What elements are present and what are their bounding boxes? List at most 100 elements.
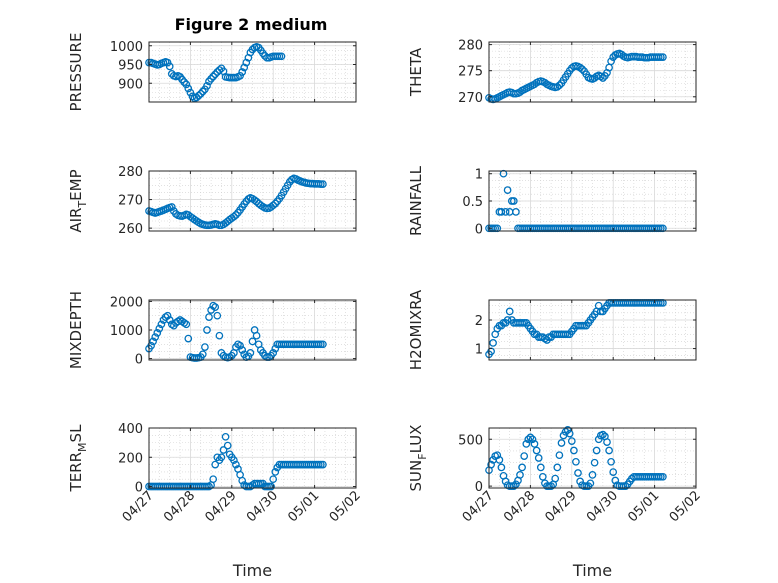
- y-tick-label: 280: [118, 165, 143, 180]
- data-point: [209, 301, 218, 310]
- data-point: [271, 468, 280, 476]
- data-point: [198, 350, 207, 359]
- data-point: [578, 65, 586, 73]
- data-point: [201, 343, 209, 351]
- data-point: [223, 441, 232, 450]
- data-point: [570, 446, 578, 455]
- data-point: [497, 208, 506, 216]
- data-point: [232, 211, 240, 219]
- data-point: [489, 339, 497, 347]
- y-axis-label-tail: LUX: [407, 425, 425, 454]
- data-point: [209, 475, 218, 484]
- y-axis-label-main: H2OMIXRA: [407, 289, 425, 370]
- x-tick-label: 05/01: [625, 488, 662, 525]
- data-point: [501, 477, 510, 486]
- data-point: [319, 460, 327, 469]
- data-point: [219, 446, 228, 454]
- data-point: [182, 80, 191, 89]
- data-point: [248, 337, 257, 346]
- data-point: [518, 463, 526, 472]
- data-point: [157, 320, 166, 329]
- x-tick-label: 05/02: [327, 488, 364, 525]
- data-point: [198, 87, 207, 96]
- data-point: [561, 427, 570, 436]
- data-point: [186, 88, 195, 97]
- data-point: [538, 472, 547, 481]
- data-point: [184, 334, 193, 343]
- data-point: [211, 460, 220, 469]
- axes-box: [148, 41, 357, 103]
- data-point: [319, 180, 327, 188]
- data-point: [594, 435, 603, 444]
- data-point: [565, 429, 574, 438]
- data-point: [221, 432, 230, 441]
- data-point: [238, 68, 247, 76]
- x-tick-label: 04/28: [161, 488, 198, 525]
- subplot-4: 0 0.5 1 RAINFALL: [407, 165, 697, 237]
- data-point: [242, 58, 251, 67]
- y-axis-label-subscript: T: [76, 201, 89, 209]
- data-point: [165, 62, 174, 71]
- y-tick-label: 260: [118, 222, 143, 237]
- data-point: [547, 482, 555, 490]
- data-point: [269, 475, 278, 484]
- data-point: [147, 341, 155, 350]
- data-point: [621, 482, 630, 490]
- data-point: [503, 316, 512, 324]
- y-axis-label-main: MIXDEPTH: [67, 291, 85, 369]
- data-point: [588, 471, 597, 479]
- data-point: [512, 480, 520, 489]
- y-axis-label-main: PRESSURE: [67, 33, 85, 112]
- data-point: [167, 203, 176, 211]
- data-point: [230, 212, 238, 221]
- y-tick-label: 400: [118, 422, 143, 437]
- y-axis-label-subscript: M: [76, 442, 89, 452]
- y-tick-label: 2: [475, 314, 483, 329]
- data-point: [512, 208, 520, 216]
- y-tick-label: 270: [118, 194, 143, 209]
- data-point: [563, 426, 572, 434]
- y-tick-label: 0: [135, 353, 143, 368]
- x-tick-label: 04/29: [203, 488, 240, 525]
- data-point: [576, 477, 584, 486]
- y-axis-label-main: TERR: [67, 452, 85, 493]
- y-axis-label: TERRMSL: [67, 424, 89, 493]
- data-point: [252, 331, 261, 340]
- data-point: [267, 482, 275, 491]
- data-point: [611, 476, 620, 485]
- data-point: [271, 344, 280, 353]
- y-axis-label-main: AIR: [67, 208, 85, 233]
- data-point: [495, 456, 504, 464]
- data-point: [209, 72, 218, 81]
- axes-box: [488, 427, 697, 489]
- y-tick-label: 1: [475, 343, 483, 358]
- data-point: [659, 53, 667, 61]
- y-axis-label-main: SUN: [407, 460, 425, 492]
- data-point: [599, 74, 607, 82]
- data-point: [167, 320, 176, 329]
- data-point: [555, 81, 564, 90]
- data-point: [603, 438, 611, 446]
- data-point: [567, 437, 576, 445]
- data-point: [572, 457, 580, 466]
- y-axis-label: THETA: [407, 47, 425, 97]
- data-point: [203, 82, 211, 90]
- data-point: [509, 482, 518, 490]
- data-point: [215, 66, 224, 74]
- y-tick-label: 500: [458, 433, 483, 448]
- y-axis-label: MIXDEPTH: [67, 291, 85, 369]
- subplot-3: 260 270 280 AIRTEMP: [67, 165, 357, 237]
- y-tick-label: 950: [118, 59, 143, 74]
- data-point: [607, 457, 615, 466]
- data-point: [213, 311, 222, 320]
- data-point: [232, 460, 240, 469]
- axes-box: [488, 299, 697, 361]
- data-point: [230, 456, 238, 465]
- data-point: [149, 337, 157, 346]
- subplot-6: 1 2 H2OMIXRA: [407, 289, 697, 370]
- x-axis-label: Time: [232, 561, 272, 580]
- data-point: [155, 324, 164, 333]
- figure-title: Figure 2 medium: [175, 15, 328, 34]
- y-tick-label: 1000: [110, 40, 143, 55]
